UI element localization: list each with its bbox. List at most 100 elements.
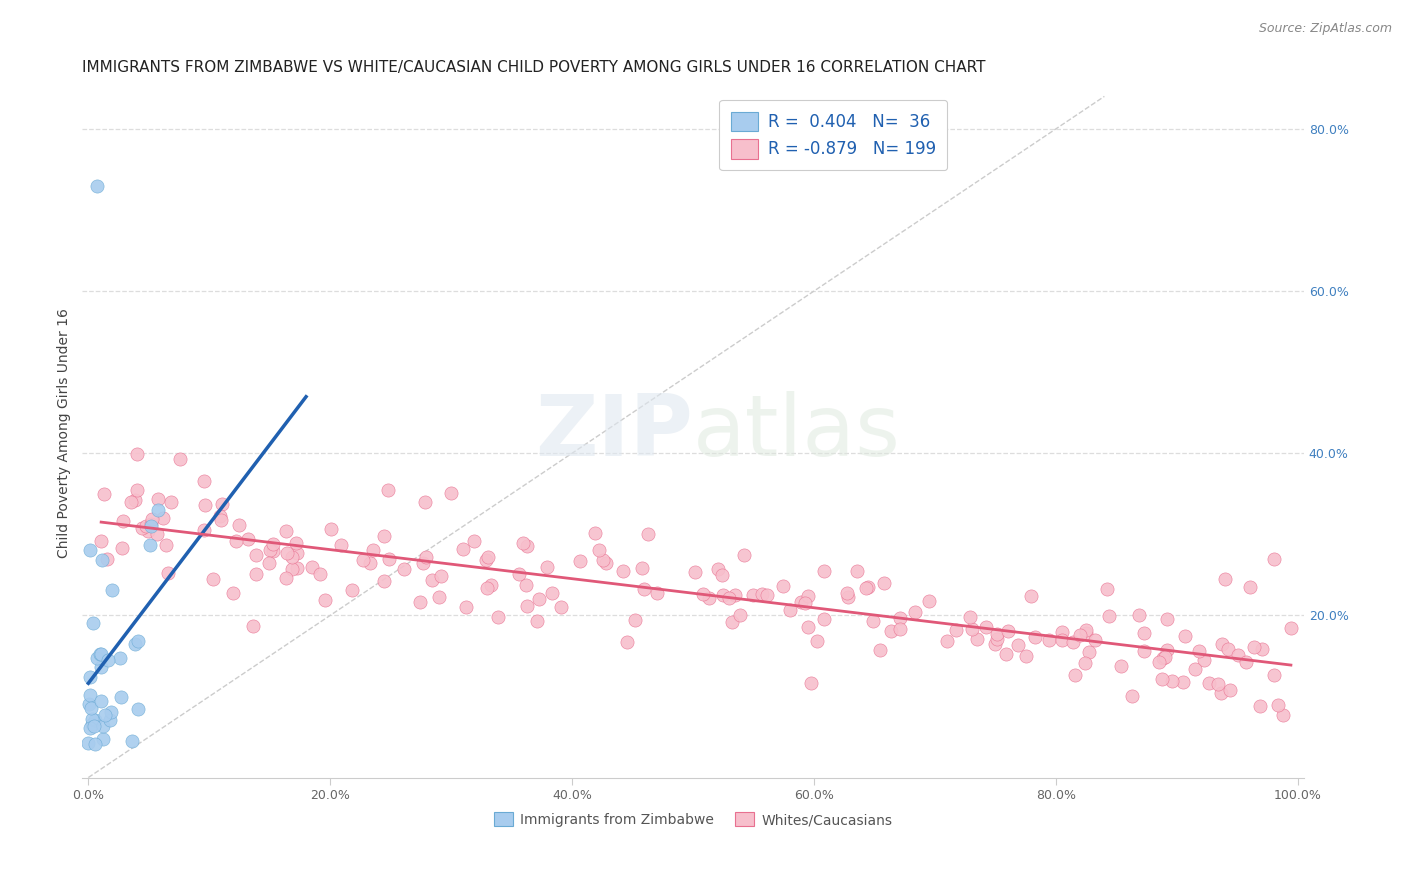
Point: [1267, 698, 1289, 713]
Point: [91, 732, 114, 747]
Point: [707, 562, 730, 576]
Point: [90, 534, 112, 549]
Point: [98, 714, 121, 728]
Point: [77, 736, 100, 750]
Point: [89, 647, 111, 661]
Point: [420, 573, 443, 587]
Point: [93, 487, 115, 501]
Point: [855, 581, 877, 595]
Point: [1133, 626, 1156, 640]
Point: [1251, 642, 1274, 657]
Point: [440, 486, 463, 500]
Point: [862, 614, 884, 628]
Point: [193, 523, 215, 537]
Point: [211, 497, 233, 511]
Point: [276, 546, 298, 560]
Point: [463, 533, 485, 548]
Point: [1007, 638, 1029, 652]
Point: [1152, 672, 1174, 686]
Point: [79, 543, 101, 558]
Point: [330, 538, 353, 552]
Point: [245, 548, 267, 562]
Point: [637, 527, 659, 541]
Point: [284, 535, 307, 549]
Point: [526, 614, 548, 628]
Point: [1279, 621, 1302, 635]
Point: [1078, 645, 1101, 659]
Point: [889, 611, 911, 625]
Point: [837, 586, 859, 600]
Point: [1188, 644, 1211, 658]
Point: [595, 556, 617, 570]
Point: [392, 562, 415, 576]
Point: [718, 591, 741, 606]
Point: [692, 587, 714, 601]
Point: [139, 519, 162, 533]
Point: [259, 542, 281, 557]
Point: [568, 554, 591, 568]
Point: [879, 624, 901, 638]
Text: ZIP: ZIP: [536, 392, 693, 475]
Point: [86, 651, 108, 665]
Point: [710, 567, 733, 582]
Point: [1198, 675, 1220, 690]
Point: [1015, 649, 1038, 664]
Point: [225, 534, 247, 549]
Point: [1109, 659, 1132, 673]
Point: [974, 620, 997, 634]
Point: [1184, 662, 1206, 676]
Point: [1192, 653, 1215, 667]
Point: [91, 719, 114, 733]
Point: [146, 527, 169, 541]
Point: [90, 647, 112, 661]
Point: [986, 627, 1008, 641]
Point: [1019, 590, 1042, 604]
Point: [155, 538, 177, 552]
Point: [616, 635, 638, 649]
Point: [141, 511, 163, 525]
Text: Source: ZipAtlas.com: Source: ZipAtlas.com: [1258, 22, 1392, 36]
Point: [794, 596, 817, 610]
Point: [82, 712, 104, 726]
Point: [1216, 642, 1239, 657]
Point: [96, 552, 118, 566]
Point: [157, 566, 180, 580]
Point: [146, 503, 169, 517]
Point: [806, 634, 828, 648]
Point: [756, 588, 779, 602]
Point: [1263, 551, 1285, 566]
Point: [413, 495, 436, 509]
Point: [194, 498, 217, 512]
Point: [1156, 642, 1178, 657]
Point: [515, 577, 537, 591]
Point: [93, 708, 115, 723]
Point: [361, 542, 384, 557]
Point: [960, 622, 983, 636]
Point: [262, 543, 284, 558]
Point: [966, 632, 988, 647]
Point: [541, 586, 564, 600]
Point: [127, 701, 149, 715]
Text: atlas: atlas: [693, 392, 901, 475]
Point: [751, 587, 773, 601]
Point: [456, 600, 478, 615]
Point: [997, 624, 1019, 639]
Point: [1156, 612, 1178, 626]
Point: [139, 516, 162, 531]
Point: [633, 582, 655, 596]
Point: [889, 623, 911, 637]
Point: [1171, 675, 1194, 690]
Point: [959, 610, 981, 624]
Point: [1147, 656, 1170, 670]
Point: [152, 511, 174, 525]
Point: [475, 581, 498, 595]
Point: [415, 549, 437, 564]
Point: [281, 549, 304, 564]
Point: [813, 612, 835, 626]
Point: [1095, 582, 1118, 597]
Point: [79, 722, 101, 736]
Point: [111, 541, 134, 555]
Point: [1076, 626, 1098, 640]
Point: [83, 713, 105, 727]
Point: [986, 632, 1008, 646]
